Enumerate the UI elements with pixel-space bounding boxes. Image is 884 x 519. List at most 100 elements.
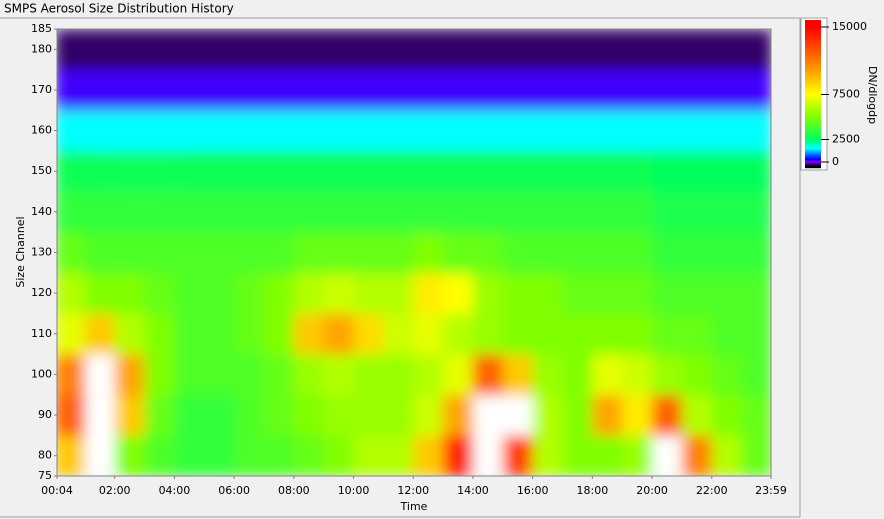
heatmap-cell [383,232,414,274]
heatmap-cell [472,110,504,152]
heatmap-cell [741,272,771,314]
colorbar-strip [805,111,821,113]
heatmap-cell [502,435,534,476]
heatmap-cell [84,110,116,152]
heatmap-cell [652,69,683,111]
heatmap-cell [84,354,116,396]
heatmap-cell [263,313,295,355]
heatmap-cell [204,110,235,152]
x-tick-label: 20:00 [636,484,668,497]
heatmap-cell [562,69,593,111]
colorbar-strip [805,114,821,116]
colorbar-strip [805,55,821,57]
colorbar: 0 2500 7500 15000 [800,17,867,171]
heatmap-cell [144,354,175,396]
colorbar-tick-label: 0 [832,155,839,168]
heatmap-cell [592,69,623,111]
colorbar-strip [805,36,821,38]
heatmap-cell [293,394,325,436]
y-tick-label: 75 [38,469,52,482]
heatmap-cell [353,29,384,71]
heatmap-cell [681,69,713,111]
heatmap-cell [592,232,623,274]
x-tick-label: 22:00 [696,484,728,497]
heatmap-cell [144,69,175,111]
heatmap-cell [443,313,474,355]
heatmap-cell [263,191,295,233]
colorbar-strip [805,158,821,160]
heatmap-cell [204,354,235,396]
colorbar-strip [805,29,821,31]
heatmap-cell [443,150,474,193]
heatmap-cell [681,150,713,193]
heatmap-cell [204,29,235,71]
colorbar-strip [805,85,821,87]
colorbar-strip [805,116,821,118]
colorbar-strip [805,147,821,149]
heatmap-cell [472,435,504,476]
heatmap-cell [174,272,205,314]
colorbar-strip [805,60,821,62]
heatmap-cell [353,435,384,476]
heatmap-cell [57,232,86,274]
heatmap-cell [592,110,623,152]
colorbar-strip [805,62,821,64]
heatmap-cell [57,272,86,314]
heatmap-cell [57,69,86,111]
heatmap-cell [144,110,175,152]
heatmap-cell [681,191,713,233]
heatmap-cell [323,354,355,396]
heatmap-cell [562,435,593,476]
heatmap-cell [622,232,653,274]
heatmap-cell [443,232,474,274]
colorbar-strip [805,76,821,78]
colorbar-strip [805,22,821,24]
colorbar-strip [805,113,821,115]
heatmap-cell [443,191,474,233]
heatmap-cell [592,191,623,233]
heatmap-cell [293,232,325,274]
heatmap-cell [741,150,771,193]
heatmap-cell [622,110,653,152]
colorbar-strip [805,119,821,121]
heatmap-cell [263,354,295,396]
heatmap-cell [711,191,743,233]
colorbar-strip [805,129,821,131]
heatmap-cell [323,29,355,71]
heatmap-cell [323,394,355,436]
colorbar-strip [805,159,821,161]
heatmap-cell [532,272,564,314]
colorbar-strip [805,51,821,53]
heatmap-cell [204,191,235,233]
heatmap-cell [502,191,534,233]
heatmap-cell [383,313,414,355]
colorbar-strip [805,118,821,120]
heatmap-cell [502,232,534,274]
heatmap-cell [711,435,743,476]
colorbar-strip [805,148,821,150]
heatmap-cell [592,313,623,355]
colorbar-strip [805,154,821,156]
heatmap-cell [532,354,564,396]
colorbar-strip [805,46,821,48]
heatmap-cell [413,29,444,71]
heatmap-cell [84,435,116,476]
heatmap-cell [562,191,593,233]
heatmap-cell [114,191,146,233]
colorbar-strip [805,107,821,109]
heatmap-cell [472,69,504,111]
colorbar-strip [805,95,821,97]
colorbar-strip [805,28,821,30]
colorbar-strip [805,137,821,139]
heatmap-cell [174,29,205,71]
heatmap-cell [741,191,771,233]
colorbar-strip [805,50,821,52]
heatmap-cell [114,394,146,436]
heatmap-cell [562,29,593,71]
heatmap-cell [681,110,713,152]
heatmap-cell [263,150,295,193]
colorbar-strip [805,152,821,154]
colorbar-strip [805,136,821,138]
heatmap-cell [383,191,414,233]
colorbar-strip [805,72,821,74]
